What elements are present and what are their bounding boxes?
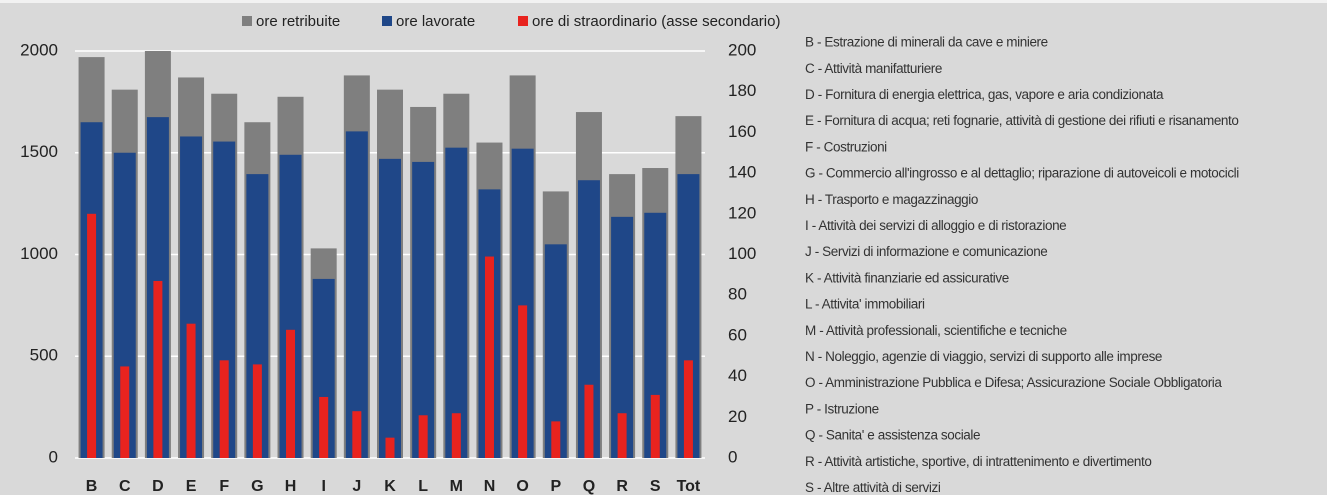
x-tick-label: F (219, 478, 229, 495)
x-tick-label: D (152, 478, 164, 495)
x-tick-label: I (321, 478, 325, 495)
x-tick-label: S (650, 478, 661, 495)
legend-label: ore di straordinario (asse secondario) (532, 13, 780, 30)
x-tick-label: E (186, 478, 197, 495)
y2-tick-label: 200 (728, 40, 756, 59)
bar (551, 421, 561, 458)
y-tick-label: 500 (30, 346, 58, 365)
bar (279, 154, 302, 458)
bar (286, 329, 296, 458)
sector-note: O - Amministrazione Pubblica e Difesa; A… (805, 375, 1222, 390)
sector-note: M - Attività professionali, scientifiche… (805, 323, 1067, 338)
x-tick-label: C (119, 478, 131, 495)
x-tick-label: Q (583, 478, 595, 495)
sector-note: K - Attività finanziarie ed assicurative (805, 270, 1009, 285)
x-tick-label: O (516, 478, 528, 495)
x-tick-label: M (450, 478, 463, 495)
y2-tick-label: 60 (728, 325, 747, 344)
bar (186, 323, 196, 458)
bar (451, 413, 461, 458)
x-tick-label: K (384, 478, 396, 495)
bar (611, 216, 634, 458)
y2-tick-label: 160 (728, 122, 756, 141)
bar (518, 305, 528, 458)
y2-tick-label: 100 (728, 244, 756, 263)
sector-note: H - Trasporto e magazzinaggio (805, 192, 978, 207)
bar (213, 141, 236, 458)
bar (544, 244, 567, 458)
bar (352, 411, 362, 458)
sector-note: N - Noleggio, agenzie di viaggio, serviz… (805, 349, 1162, 364)
y2-tick-label: 0 (728, 447, 737, 466)
legend-swatch (242, 16, 252, 26)
x-tick-label: Tot (677, 478, 701, 495)
sector-note: C - Attività manifatturiere (805, 61, 942, 76)
y2-tick-label: 20 (728, 407, 747, 426)
y2-tick-label: 40 (728, 366, 747, 385)
bar (319, 396, 329, 458)
sector-note: Q - Sanita' e assistenza sociale (805, 428, 980, 443)
sector-note: S - Altre attività di servizi (805, 480, 941, 495)
y-tick-label: 1000 (20, 244, 58, 263)
bar (511, 148, 534, 458)
bar (644, 212, 667, 458)
x-tick-label: N (484, 478, 496, 495)
x-tick-label: B (86, 478, 98, 495)
x-tick-label: R (616, 478, 628, 495)
bar (252, 364, 262, 458)
sector-note: F - Costruzioni (805, 139, 887, 154)
y-tick-label: 1500 (20, 142, 58, 161)
x-tick-label: P (550, 478, 561, 495)
bar (484, 256, 494, 458)
bar (312, 278, 335, 458)
sector-note: B - Estrazione di minerali da cave e min… (805, 35, 1048, 50)
bar (418, 415, 428, 458)
bar (246, 174, 269, 458)
x-tick-label: G (251, 478, 263, 495)
bar (584, 384, 594, 458)
sector-note: D - Fornitura di energia elettrica, gas,… (805, 87, 1164, 102)
bar (120, 366, 130, 458)
bar (412, 161, 435, 458)
sector-note: I - Attività dei servizi di alloggio e d… (805, 218, 1066, 233)
bar (180, 136, 203, 458)
y2-tick-label: 80 (728, 285, 747, 304)
sector-note: E - Fornitura di acqua; reti fognarie, a… (805, 113, 1239, 128)
bar (219, 360, 229, 458)
y-tick-label: 0 (49, 447, 58, 466)
top-border (0, 0, 1327, 3)
legend-swatch (518, 16, 528, 26)
bar (385, 437, 395, 458)
y2-tick-label: 180 (728, 81, 756, 100)
bar (650, 394, 660, 458)
bar (677, 174, 700, 458)
legend-swatch (382, 16, 392, 26)
x-tick-label: H (285, 478, 297, 495)
sector-note: J - Servizi di informazione e comunicazi… (805, 244, 1047, 259)
bar (153, 280, 163, 458)
bar (617, 413, 627, 458)
bar (345, 131, 368, 458)
legend-label: ore retribuite (256, 13, 340, 30)
x-tick-label: L (418, 478, 428, 495)
bar (113, 152, 136, 458)
sector-note: L - Attivita' immobiliari (805, 297, 925, 312)
bar (577, 180, 600, 458)
sector-note: G - Commercio all'ingrosso e al dettagli… (805, 166, 1239, 181)
bar (445, 147, 468, 458)
bar (87, 213, 97, 458)
x-tick-label: J (352, 478, 361, 495)
y2-tick-label: 140 (728, 163, 756, 182)
sector-note: R - Attività artistiche, sportive, di in… (805, 454, 1151, 469)
y2-tick-label: 120 (728, 203, 756, 222)
sector-note: P - Istruzione (805, 401, 879, 416)
y-tick-label: 2000 (20, 40, 58, 59)
bar (379, 158, 401, 459)
legend-label: ore lavorate (396, 13, 475, 30)
bar (683, 360, 693, 458)
